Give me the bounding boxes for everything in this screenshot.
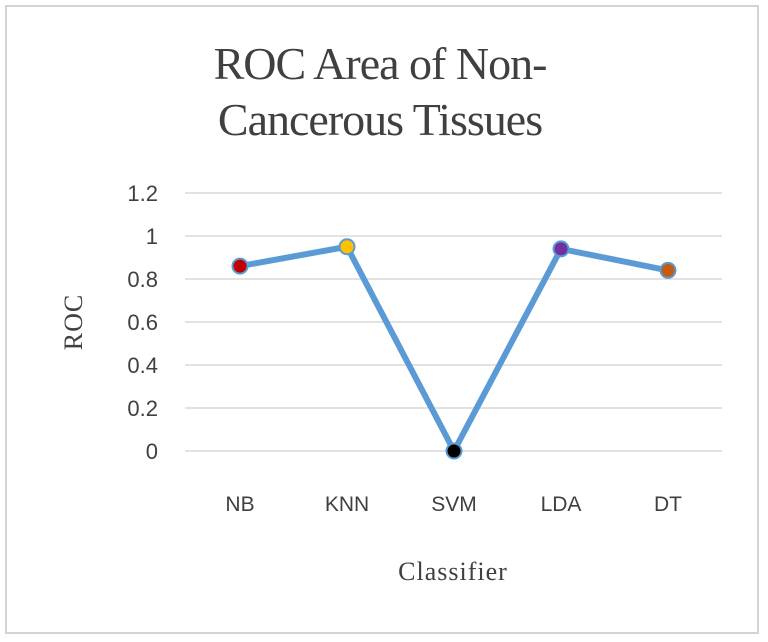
series-group xyxy=(231,238,677,460)
x-tick-label: LDA xyxy=(541,493,582,516)
data-point xyxy=(445,442,463,460)
x-tick-label: DT xyxy=(654,493,682,516)
chart-title-line-1: ROC Area of Non- xyxy=(213,38,548,89)
x-tick-label: NB xyxy=(225,493,254,516)
y-tick-label: 0.8 xyxy=(127,267,158,292)
y-tick-label: 0 xyxy=(146,439,158,464)
y-axis-label: ROC xyxy=(59,294,88,350)
data-point xyxy=(231,257,249,275)
x-tick-labels: NB KNN SVM LDA DT xyxy=(225,493,682,516)
y-tick-label: 1.2 xyxy=(127,181,158,206)
y-tick-label: 1 xyxy=(146,224,158,249)
y-tick-labels: 0 0.2 0.4 0.6 0.8 1 1.2 xyxy=(127,181,158,464)
chart-title: ROC Area of Non- Cancerous Tissues xyxy=(0,36,760,148)
chart-title-line-2: Cancerous Tissues xyxy=(217,94,543,145)
x-tick-label: KNN xyxy=(325,493,369,516)
data-point xyxy=(552,240,570,258)
gridlines xyxy=(185,192,722,452)
data-point xyxy=(338,238,356,256)
x-axis-label: Classifier xyxy=(398,557,508,586)
y-tick-label: 0.4 xyxy=(127,353,158,378)
series-line xyxy=(237,243,671,454)
x-tick-label: SVM xyxy=(431,493,477,516)
data-point xyxy=(659,261,677,279)
y-tick-label: 0.6 xyxy=(127,310,158,335)
y-tick-label: 0.2 xyxy=(127,396,158,421)
